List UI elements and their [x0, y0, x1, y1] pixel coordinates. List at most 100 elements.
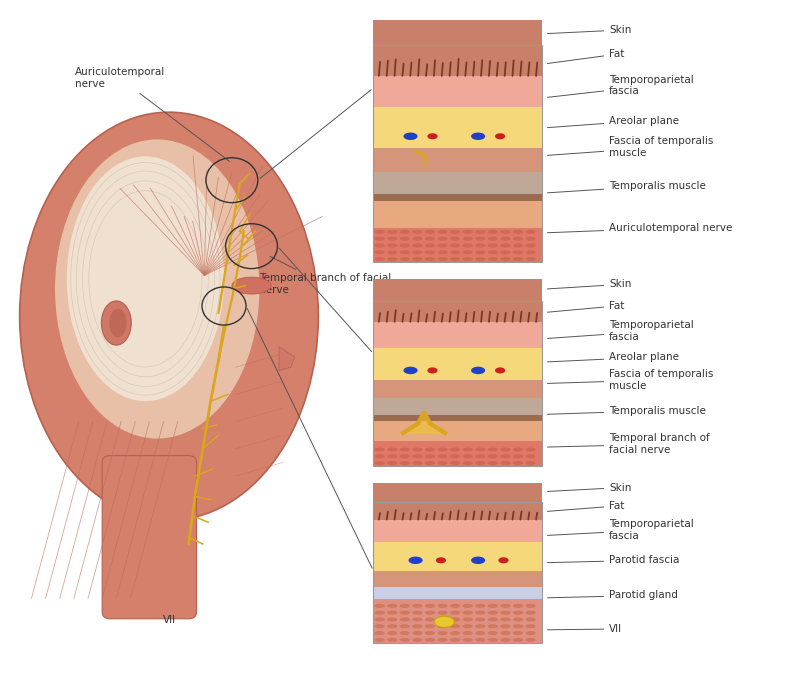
Ellipse shape: [375, 250, 385, 254]
Ellipse shape: [413, 237, 423, 241]
Ellipse shape: [375, 611, 385, 615]
Ellipse shape: [450, 243, 461, 248]
Ellipse shape: [513, 617, 523, 622]
Ellipse shape: [513, 624, 523, 628]
Ellipse shape: [498, 557, 509, 563]
Ellipse shape: [387, 243, 398, 248]
Polygon shape: [403, 413, 445, 433]
Ellipse shape: [488, 250, 498, 254]
Ellipse shape: [488, 454, 498, 458]
Ellipse shape: [463, 631, 473, 635]
Ellipse shape: [513, 454, 523, 458]
Ellipse shape: [476, 454, 486, 458]
Ellipse shape: [513, 243, 523, 248]
Ellipse shape: [375, 257, 385, 261]
Ellipse shape: [425, 631, 435, 635]
Ellipse shape: [513, 230, 523, 234]
Ellipse shape: [463, 243, 473, 248]
Ellipse shape: [513, 250, 523, 254]
Ellipse shape: [387, 631, 398, 635]
Ellipse shape: [400, 243, 410, 248]
Ellipse shape: [400, 454, 410, 458]
Ellipse shape: [471, 367, 485, 374]
Ellipse shape: [413, 631, 423, 635]
Ellipse shape: [476, 461, 486, 465]
Bar: [373, 415, 542, 421]
Ellipse shape: [501, 454, 511, 458]
Ellipse shape: [413, 454, 423, 458]
Ellipse shape: [101, 301, 131, 345]
Ellipse shape: [400, 461, 410, 465]
Ellipse shape: [526, 624, 536, 628]
Ellipse shape: [513, 257, 523, 261]
Polygon shape: [279, 347, 295, 371]
Ellipse shape: [526, 461, 536, 465]
Text: VII: VII: [163, 615, 175, 625]
Bar: [373, 587, 542, 600]
Ellipse shape: [425, 461, 435, 465]
Ellipse shape: [476, 257, 486, 261]
Ellipse shape: [425, 638, 435, 642]
Ellipse shape: [413, 257, 423, 261]
Ellipse shape: [425, 243, 435, 248]
Ellipse shape: [501, 230, 511, 234]
Ellipse shape: [526, 237, 536, 241]
Ellipse shape: [463, 604, 473, 608]
Ellipse shape: [55, 139, 259, 439]
Ellipse shape: [413, 604, 423, 608]
Ellipse shape: [400, 257, 410, 261]
Text: Temporoparietal
fascia: Temporoparietal fascia: [548, 320, 694, 342]
Ellipse shape: [232, 277, 271, 294]
Ellipse shape: [463, 250, 473, 254]
Ellipse shape: [450, 617, 461, 622]
Bar: [373, 520, 542, 542]
Ellipse shape: [20, 112, 318, 520]
Ellipse shape: [450, 447, 461, 452]
Ellipse shape: [425, 257, 435, 261]
Ellipse shape: [387, 617, 398, 622]
Ellipse shape: [476, 611, 486, 615]
Ellipse shape: [109, 309, 127, 337]
Ellipse shape: [375, 617, 385, 622]
Ellipse shape: [375, 454, 385, 458]
Ellipse shape: [526, 631, 536, 635]
Ellipse shape: [471, 133, 485, 140]
Ellipse shape: [450, 604, 461, 608]
Ellipse shape: [513, 447, 523, 452]
Text: Areolar plane: Areolar plane: [548, 352, 679, 362]
Ellipse shape: [400, 631, 410, 635]
Ellipse shape: [375, 447, 385, 452]
Ellipse shape: [438, 447, 448, 452]
Ellipse shape: [476, 604, 486, 608]
Ellipse shape: [387, 454, 398, 458]
Ellipse shape: [425, 230, 435, 234]
Ellipse shape: [463, 461, 473, 465]
Ellipse shape: [375, 461, 385, 465]
Text: Temporalis muscle: Temporalis muscle: [548, 181, 706, 193]
Ellipse shape: [501, 461, 511, 465]
Bar: [373, 348, 542, 379]
Ellipse shape: [501, 638, 511, 642]
Ellipse shape: [387, 237, 398, 241]
Ellipse shape: [438, 631, 448, 635]
Bar: [373, 571, 542, 587]
Ellipse shape: [488, 461, 498, 465]
Bar: [373, 542, 542, 571]
Ellipse shape: [387, 447, 398, 452]
Ellipse shape: [501, 237, 511, 241]
Ellipse shape: [425, 617, 435, 622]
Text: Fat: Fat: [548, 301, 625, 312]
Ellipse shape: [501, 611, 511, 615]
Ellipse shape: [387, 638, 398, 642]
Ellipse shape: [400, 447, 410, 452]
Ellipse shape: [387, 611, 398, 615]
Bar: [373, 483, 542, 520]
Text: Skin: Skin: [548, 25, 631, 35]
Bar: [373, 441, 542, 466]
Ellipse shape: [375, 604, 385, 608]
Ellipse shape: [513, 461, 523, 465]
Ellipse shape: [375, 230, 385, 234]
Ellipse shape: [413, 447, 423, 452]
Ellipse shape: [375, 624, 385, 628]
Ellipse shape: [435, 557, 446, 563]
